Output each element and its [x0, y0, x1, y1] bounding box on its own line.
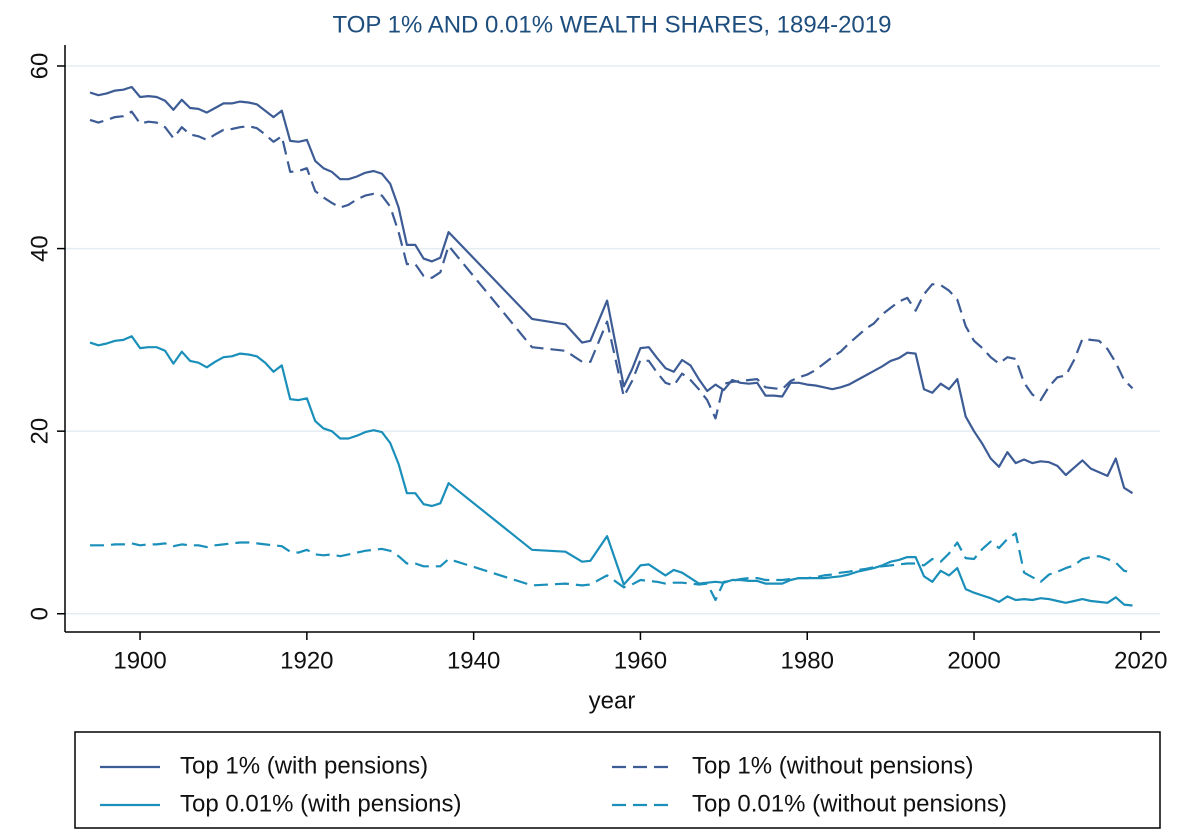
x-tick-label: 1980	[781, 647, 834, 674]
chart-title: TOP 1% AND 0.01% WEALTH SHARES, 1894-201…	[333, 11, 892, 38]
x-tick-label: 2000	[947, 647, 1000, 674]
legend-box	[74, 731, 1161, 829]
legend-label: Top 1% (with pensions)	[180, 752, 428, 779]
x-tick-label: 2020	[1114, 647, 1167, 674]
series-line	[89, 335, 1133, 607]
x-axis-label: year	[589, 687, 636, 714]
y-tick-label: 40	[26, 235, 53, 262]
series-line	[89, 85, 1134, 495]
series-line	[90, 532, 1133, 602]
x-tick-label: 1940	[447, 647, 500, 674]
legend-label: Top 0.01% (with pensions)	[180, 790, 461, 817]
legend-label: Top 1% (without pensions)	[692, 752, 973, 779]
y-tick-label: 20	[26, 418, 53, 445]
series-line	[89, 110, 1134, 420]
x-tick-label: 1920	[280, 647, 333, 674]
x-tick-label: 1960	[614, 647, 667, 674]
y-tick-label: 60	[26, 53, 53, 80]
x-tick-label: 1900	[113, 647, 166, 674]
y-tick-label: 0	[26, 607, 53, 620]
legend-label: Top 0.01% (without pensions)	[692, 790, 1007, 817]
